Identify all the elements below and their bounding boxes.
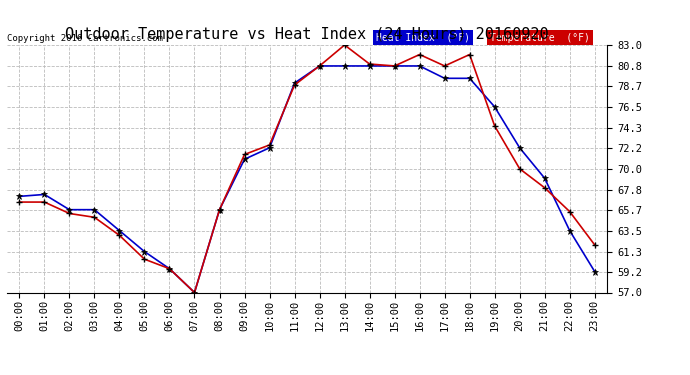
Text: Copyright 2016 Cartronics.com: Copyright 2016 Cartronics.com [7, 34, 163, 43]
Title: Outdoor Temperature vs Heat Index (24 Hours) 20160920: Outdoor Temperature vs Heat Index (24 Ho… [66, 27, 549, 42]
Text: Heat Index  (°F): Heat Index (°F) [376, 33, 470, 42]
Text: Temperature  (°F): Temperature (°F) [490, 33, 590, 42]
